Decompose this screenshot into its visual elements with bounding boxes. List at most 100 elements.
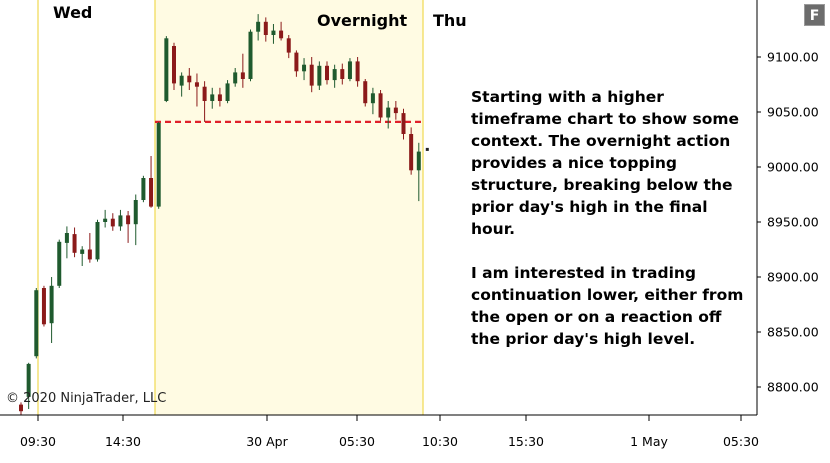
candle-body xyxy=(302,65,306,72)
overnight-session-shade xyxy=(155,0,423,415)
candle-body xyxy=(164,38,168,101)
candle-body xyxy=(325,66,329,80)
candle xyxy=(42,286,46,327)
candle-body xyxy=(340,69,344,79)
candle-body xyxy=(50,286,54,323)
annotation-paragraph-1: Starting with a higher timeframe chart t… xyxy=(471,86,746,240)
candle xyxy=(164,36,168,102)
candle xyxy=(409,127,413,174)
candle-body xyxy=(394,108,398,114)
candle-body xyxy=(118,215,122,226)
y-tick-label: 9100.00 xyxy=(767,50,819,65)
candle xyxy=(34,288,38,358)
y-tick-label: 9000.00 xyxy=(767,160,819,175)
session-label-overnight: Overnight xyxy=(317,11,407,30)
candle-body xyxy=(157,123,161,207)
candle-body xyxy=(356,61,360,81)
x-tick-label: 09:30 xyxy=(20,434,56,449)
y-tick-label: 8850.00 xyxy=(767,325,819,340)
candle-body xyxy=(271,31,275,35)
y-tick-label: 8800.00 xyxy=(767,380,819,395)
candle-body xyxy=(417,152,421,171)
copyright-notice: © 2020 NinjaTrader, LLC xyxy=(6,391,166,406)
candle-body xyxy=(96,222,100,259)
candle-body xyxy=(80,250,84,254)
candle xyxy=(172,43,176,90)
y-tick-label: 9050.00 xyxy=(767,105,819,120)
candle xyxy=(73,228,77,258)
annotation-text: Starting with a higher timeframe chart t… xyxy=(471,86,746,372)
candle xyxy=(157,122,161,209)
candle-body xyxy=(195,82,199,86)
candle-body xyxy=(172,46,176,83)
candle-body xyxy=(241,72,245,79)
candle xyxy=(134,195,138,246)
candle-body xyxy=(409,134,413,170)
candle-body xyxy=(203,87,207,101)
session-label-wed: Wed xyxy=(53,3,92,22)
candle-body xyxy=(310,65,314,86)
candle-body xyxy=(256,22,260,32)
x-tick-label: 15:30 xyxy=(508,434,544,449)
x-tick-label: 10:30 xyxy=(422,434,458,449)
candle-body xyxy=(218,94,222,101)
candle-body xyxy=(57,242,61,286)
candle xyxy=(126,211,130,243)
candle-body xyxy=(141,178,145,200)
candle-body xyxy=(287,38,291,52)
candle-body xyxy=(34,290,38,356)
candle xyxy=(80,246,84,266)
annotation-paragraph-2: I am interested in trading continuation … xyxy=(471,262,746,350)
candle-body xyxy=(42,288,46,324)
candle xyxy=(65,226,69,258)
x-tick-label: 1 May xyxy=(630,434,668,449)
candle-body xyxy=(111,219,115,227)
candle-body xyxy=(371,93,375,103)
candle xyxy=(57,240,61,288)
candle-body xyxy=(379,93,383,117)
candle xyxy=(111,213,115,231)
candle-body xyxy=(294,53,298,72)
candle-body xyxy=(333,69,337,80)
candle xyxy=(88,233,92,263)
y-tick-label: 8900.00 xyxy=(767,270,819,285)
last-price-marker xyxy=(426,148,429,151)
candle-body xyxy=(134,200,138,224)
candle xyxy=(348,58,352,81)
candle-body xyxy=(180,76,184,86)
candle-body xyxy=(226,83,230,101)
candle xyxy=(103,210,107,228)
candle-body xyxy=(73,234,77,253)
candle-body xyxy=(317,66,321,86)
candle xyxy=(226,80,230,103)
candle-body xyxy=(363,81,367,103)
candle-body xyxy=(386,108,390,118)
candle-body xyxy=(249,32,253,79)
x-tick-label: 30 Apr xyxy=(246,434,288,449)
y-tick-label: 8950.00 xyxy=(767,215,819,230)
candle-body xyxy=(88,250,92,260)
candle-body xyxy=(279,31,283,39)
session-label-thu: Thu xyxy=(433,11,467,30)
candle-body xyxy=(65,233,69,243)
candle xyxy=(118,210,122,231)
chart-format-button[interactable]: F xyxy=(804,4,825,26)
candle-body xyxy=(103,219,107,222)
candle xyxy=(363,79,367,107)
candle xyxy=(249,30,253,82)
candle xyxy=(50,277,54,343)
candle-body xyxy=(126,215,130,224)
candle xyxy=(379,90,383,121)
candle-body xyxy=(348,61,352,79)
candle-body xyxy=(402,113,406,134)
candle-body xyxy=(264,22,268,35)
x-tick-label: 14:30 xyxy=(105,434,141,449)
candle-body xyxy=(149,178,153,207)
candle xyxy=(149,156,153,208)
candle-body xyxy=(210,94,214,101)
candle xyxy=(96,220,100,262)
candle-body xyxy=(233,72,237,83)
candle-body xyxy=(187,76,191,83)
x-tick-label: 05:30 xyxy=(339,434,375,449)
x-tick-label: 05:30 xyxy=(723,434,759,449)
